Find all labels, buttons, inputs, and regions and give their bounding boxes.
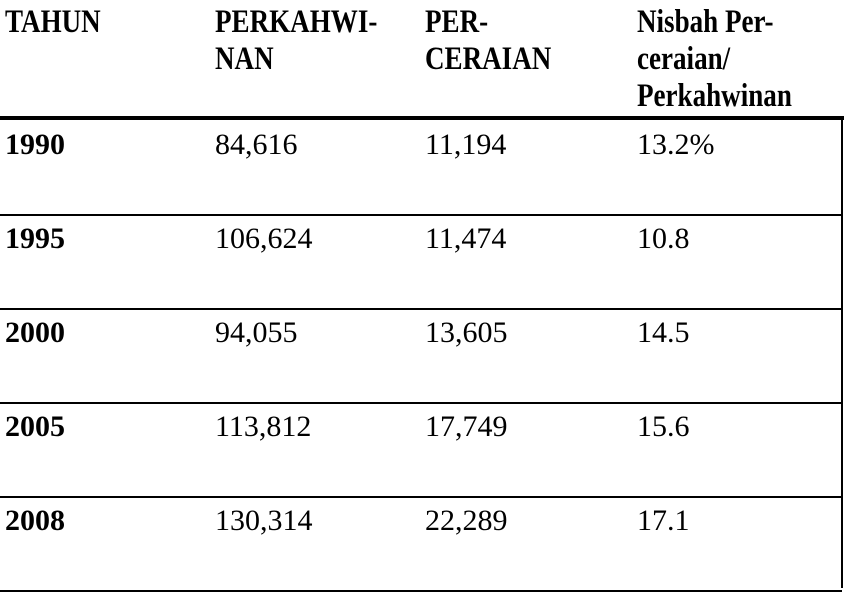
cell-year: 1995 (5, 222, 65, 255)
table-row: 2005 113,812 17,749 15.6 (0, 402, 842, 498)
cell-divorces: 11,194 (425, 128, 507, 161)
cell-ratio: 15.6 (637, 410, 690, 443)
cell-ratio: 17.1 (637, 504, 690, 537)
cell-marriages: 130,314 (215, 504, 313, 537)
cell-year: 2005 (5, 410, 65, 443)
header-tahun: TAHUN (5, 4, 101, 40)
table-row: 2008 130,314 22,289 17.1 (0, 496, 842, 592)
table-row: 1995 106,624 11,474 10.8 (0, 214, 842, 310)
cell-ratio: 14.5 (637, 316, 690, 349)
cell-marriages: 84,616 (215, 128, 298, 161)
table-row: 2000 94,055 13,605 14.5 (0, 308, 842, 404)
cell-marriages: 113,812 (215, 410, 312, 443)
header-divider (0, 116, 844, 120)
cell-year: 1990 (5, 128, 65, 161)
cell-year: 2008 (5, 504, 65, 537)
cell-divorces: 11,474 (425, 222, 507, 255)
cell-divorces: 22,289 (425, 504, 508, 537)
cell-marriages: 106,624 (215, 222, 313, 255)
right-border (841, 118, 843, 588)
header-nisbah: Nisbah Per- ceraian/ Perkahwinan (637, 4, 792, 114)
cell-ratio: 13.2% (637, 128, 715, 161)
cell-divorces: 13,605 (425, 316, 508, 349)
cell-divorces: 17,749 (425, 410, 508, 443)
header-perceraian: PER- CERAIAN (425, 4, 552, 77)
cell-year: 2000 (5, 316, 65, 349)
cell-ratio: 10.8 (637, 222, 690, 255)
table-row: 1990 84,616 11,194 13.2% (0, 120, 842, 216)
header-perkahwinan: PERKAHWI- NAN (215, 4, 378, 77)
cell-marriages: 94,055 (215, 316, 298, 349)
